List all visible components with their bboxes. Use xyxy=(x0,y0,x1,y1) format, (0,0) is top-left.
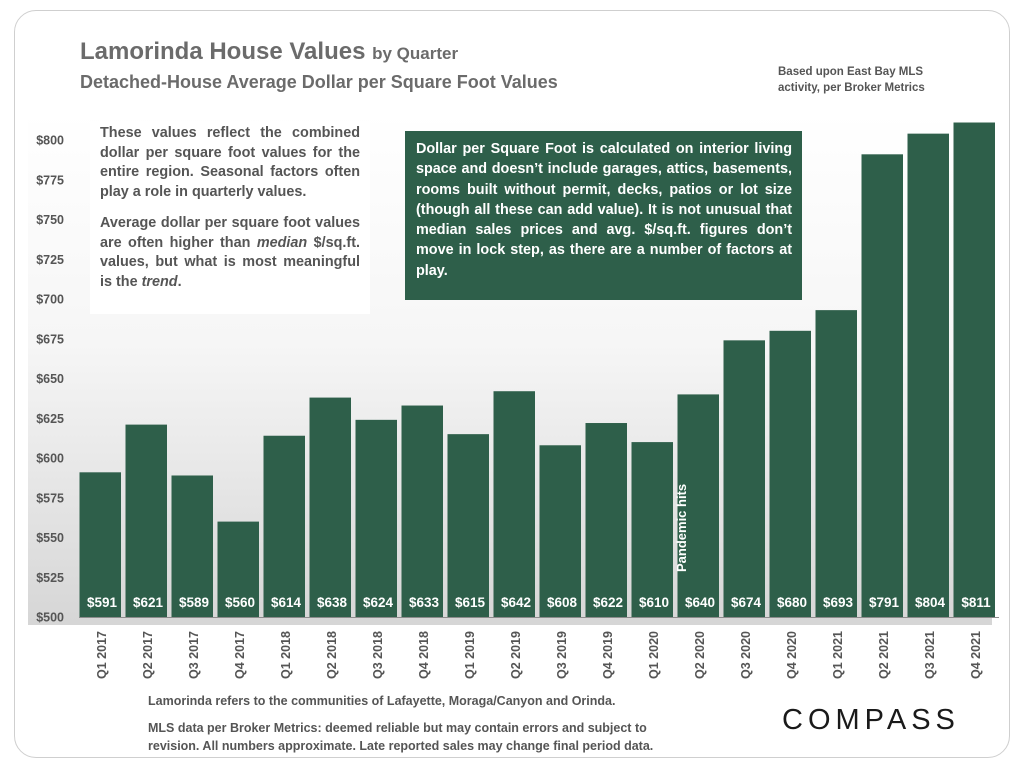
y-tick-label: $625 xyxy=(36,412,64,426)
y-tick-label: $750 xyxy=(36,213,64,227)
title-suffix: by Quarter xyxy=(372,44,459,63)
bar xyxy=(125,424,167,617)
note-right: Dollar per Square Foot is calculated on … xyxy=(405,131,802,300)
y-tick-label: $800 xyxy=(36,134,64,148)
bar-value-label: $640 xyxy=(685,595,715,610)
x-tick-label: Q1 2019 xyxy=(463,631,477,679)
x-tick-label: Q3 2020 xyxy=(739,631,753,679)
y-tick-label: $775 xyxy=(36,173,64,187)
bar-value-label: $674 xyxy=(731,595,762,610)
bar xyxy=(723,340,765,617)
note-left-p2-c: . xyxy=(177,273,182,290)
bar xyxy=(401,405,443,617)
x-tick-label: Q4 2020 xyxy=(785,631,799,679)
note-left-trend: trend xyxy=(141,273,178,290)
note-left-p1: These values reflect the combined dollar… xyxy=(100,125,360,200)
bar-value-label: $591 xyxy=(87,595,118,610)
bar-value-label: $811 xyxy=(961,595,991,610)
bar xyxy=(355,419,397,617)
source-note: Based upon East Bay MLS activity, per Br… xyxy=(778,64,968,96)
x-tick-label: Q1 2018 xyxy=(279,631,293,679)
bar-value-label: $804 xyxy=(915,595,946,610)
bar-value-label: $642 xyxy=(501,595,531,610)
bar-value-label: $614 xyxy=(271,595,302,610)
x-tick-label: Q1 2021 xyxy=(831,631,845,679)
bar xyxy=(217,521,259,617)
title-main: Lamorinda House Values xyxy=(80,38,366,65)
x-tick-label: Q2 2017 xyxy=(141,631,155,679)
x-tick-label: Q1 2017 xyxy=(95,631,109,679)
bar-value-label: $560 xyxy=(225,595,255,610)
bar xyxy=(815,310,857,617)
x-tick-label: Q2 2018 xyxy=(325,631,339,679)
bar xyxy=(677,394,719,617)
note-left-p2-a: Average dollar per square foot values ar… xyxy=(100,215,360,251)
note-left: These values reflect the combined dollar… xyxy=(90,121,370,314)
y-tick-label: $575 xyxy=(36,491,64,505)
x-tick-label: Q4 2018 xyxy=(417,631,431,679)
x-tick-label: Q4 2017 xyxy=(233,631,247,679)
x-tick-label: Q3 2018 xyxy=(371,631,385,679)
x-tick-label: Q4 2019 xyxy=(601,631,615,679)
footnote-communities: Lamorinda refers to the communities of L… xyxy=(148,694,616,708)
note-left-p2-b: $/sq.ft. values, but what is most meanin… xyxy=(100,234,360,290)
y-tick-label: $650 xyxy=(36,372,64,386)
bar xyxy=(447,434,489,617)
source-note-line1: Based upon East Bay MLS xyxy=(778,66,924,78)
x-tick-label: Q2 2021 xyxy=(877,631,891,679)
x-tick-label: Q2 2019 xyxy=(509,631,523,679)
bar xyxy=(493,391,535,617)
y-tick-label: $675 xyxy=(36,332,64,346)
pandemic-annotation: Pandemic hits xyxy=(674,484,689,572)
note-left-median: median xyxy=(256,234,308,251)
bar xyxy=(953,122,995,617)
bar-value-label: $638 xyxy=(317,595,348,610)
bar xyxy=(309,397,351,617)
bar xyxy=(263,435,305,617)
bar-value-label: $633 xyxy=(409,595,440,610)
x-tick-label: Q4 2021 xyxy=(969,631,983,679)
bar xyxy=(171,475,213,617)
y-tick-label: $700 xyxy=(36,293,64,307)
y-tick-label: $550 xyxy=(36,531,64,545)
bar xyxy=(907,133,949,617)
y-tick-label: $525 xyxy=(36,571,64,585)
x-tick-label: Q3 2017 xyxy=(187,631,201,679)
bar-value-label: $791 xyxy=(869,595,900,610)
bar xyxy=(631,442,673,617)
bar-value-label: $624 xyxy=(363,595,394,610)
bar-value-label: $693 xyxy=(823,595,854,610)
note-left-p2: Average dollar per square foot values ar… xyxy=(100,214,360,292)
source-note-line2: activity, per Broker Metrics xyxy=(778,82,925,94)
compass-logo: COMPASS xyxy=(782,704,960,736)
x-tick-label: Q3 2019 xyxy=(555,631,569,679)
bar xyxy=(861,154,903,617)
bar-value-label: $622 xyxy=(593,595,623,610)
x-tick-label: Q2 2020 xyxy=(693,631,707,679)
bar xyxy=(585,423,627,617)
bar xyxy=(769,330,811,617)
y-tick-label: $725 xyxy=(36,253,64,267)
footnote-disclaimer: MLS data per Broker Metrics: deemed reli… xyxy=(148,721,654,753)
bar-value-label: $615 xyxy=(455,595,486,610)
chart-title: Lamorinda House Values by Quarter xyxy=(80,38,458,66)
bar-value-label: $680 xyxy=(777,595,807,610)
x-tick-label: Q1 2020 xyxy=(647,631,661,679)
x-tick-label: Q3 2021 xyxy=(923,631,937,679)
bar xyxy=(539,445,581,617)
chart-subtitle: Detached-House Average Dollar per Square… xyxy=(80,72,558,92)
bar-value-label: $621 xyxy=(133,595,164,610)
bar-value-label: $589 xyxy=(179,595,209,610)
y-tick-label: $500 xyxy=(36,611,64,625)
bar xyxy=(79,472,121,617)
y-tick-label: $600 xyxy=(36,452,64,466)
bar-value-label: $608 xyxy=(547,595,578,610)
bar-value-label: $610 xyxy=(639,595,669,610)
